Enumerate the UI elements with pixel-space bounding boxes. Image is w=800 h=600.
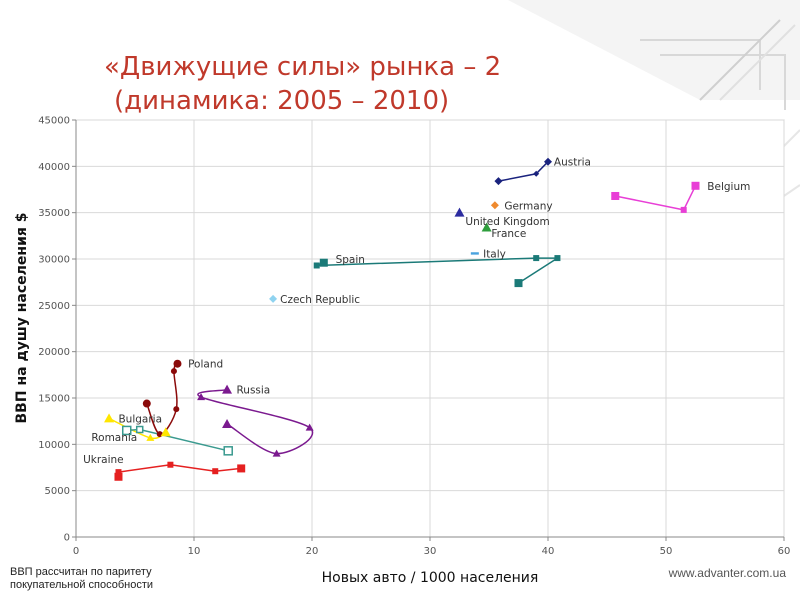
bulgaria-point <box>146 433 155 441</box>
x-tick-label: 60 <box>778 546 791 557</box>
spain-point <box>533 255 540 262</box>
axes: 0 5000 10000 15000 20000 25000 30000 35000 40000… <box>38 116 790 558</box>
spain-point <box>319 258 328 267</box>
y-tick-label: 5000 <box>45 486 70 497</box>
y-tick-label: 35000 <box>38 208 70 219</box>
point-label-ukraine: Ukraine <box>83 454 124 466</box>
ukraine-point <box>114 472 123 481</box>
slide-title: «Движущие силы» рынка – 2 (динамика: 200… <box>80 50 640 118</box>
y-tick-label: 40000 <box>38 162 70 173</box>
spain-point <box>554 255 561 262</box>
russia-point <box>305 423 314 431</box>
x-tick-label: 0 <box>73 546 79 557</box>
point-label-spain: Spain <box>336 254 365 266</box>
bulgaria-point <box>160 427 171 437</box>
footnote-line-1: ВВП рассчитан по паритету <box>10 566 152 578</box>
poland-point <box>173 359 182 368</box>
poland-point <box>142 399 151 408</box>
belgium-point <box>691 181 700 190</box>
x-tick-label: 30 <box>424 546 437 557</box>
point-label-italy: Italy <box>483 248 506 260</box>
point-label-bulgaria: Bulgaria <box>118 413 162 425</box>
y-tick-label: 20000 <box>38 347 70 358</box>
russia-point <box>197 393 206 401</box>
title-line-1: «Движущие силы» рынка – 2 <box>104 52 502 82</box>
spain-point <box>514 279 523 288</box>
y-tick-label: 25000 <box>38 301 70 312</box>
poland-point <box>173 406 180 413</box>
austria-point <box>494 177 503 186</box>
romania-point <box>121 425 132 436</box>
series-markers <box>104 157 700 481</box>
x-tick-label: 20 <box>306 546 319 557</box>
y-tick-label: 45000 <box>38 116 70 127</box>
czech-republic-point <box>269 294 278 303</box>
ukraine-point <box>115 469 122 476</box>
ukraine-point <box>212 468 219 475</box>
y-tick-label: 30000 <box>38 255 70 266</box>
france-point <box>481 222 492 232</box>
bulgaria-point <box>104 413 115 423</box>
spain-point <box>313 262 320 269</box>
russia-point <box>222 418 233 428</box>
point-label-poland: Poland <box>188 359 223 371</box>
x-tick-label: 10 <box>188 546 201 557</box>
germany-point <box>490 201 499 210</box>
y-axis-label: ВВП на душу населения $ <box>14 213 30 424</box>
point-labels: Austria Belgium Germany United KingdomFranc… <box>83 157 750 466</box>
austria-point <box>544 157 552 166</box>
romania-point <box>135 425 144 434</box>
x-tick-label: 50 <box>660 546 673 557</box>
united-kingdom-point <box>454 207 465 217</box>
romania-point <box>223 446 233 456</box>
poland-point <box>170 368 177 375</box>
austria-point <box>533 170 540 177</box>
point-label-united-kingdom: United Kingdom <box>465 216 549 228</box>
belgium-point <box>680 206 687 213</box>
russia-point <box>222 384 233 394</box>
point-label-germany: Germany <box>504 200 552 212</box>
point-label-austria: Austria <box>554 157 591 169</box>
x-tick-label: 40 <box>542 546 555 557</box>
point-label-france: France <box>491 228 526 240</box>
point-label-russia: Russia <box>236 385 270 397</box>
ukraine-point <box>237 464 246 473</box>
belgium-point <box>611 191 620 200</box>
y-tick-label: 10000 <box>38 440 70 451</box>
footnote: ВВП рассчитан по паритету покупательной … <box>10 566 153 592</box>
ukraine-point <box>167 461 174 468</box>
point-label-czech-republic: Czech Republic <box>280 294 360 306</box>
point-label-romania: Romania <box>91 432 137 444</box>
italy-point <box>470 252 479 255</box>
x-axis-label: Новых авто / 1000 населения <box>322 570 539 586</box>
website-url: www.advanter.com.ua <box>668 566 786 580</box>
point-label-belgium: Belgium <box>707 181 750 193</box>
footnote-line-2: покупательной способности <box>10 579 154 591</box>
title-line-2: (динамика: 2005 – 2010) <box>114 86 450 116</box>
russia-point <box>272 449 281 457</box>
grid <box>76 119 785 537</box>
y-tick-label: 0 <box>64 533 70 544</box>
y-tick-label: 15000 <box>38 394 70 405</box>
